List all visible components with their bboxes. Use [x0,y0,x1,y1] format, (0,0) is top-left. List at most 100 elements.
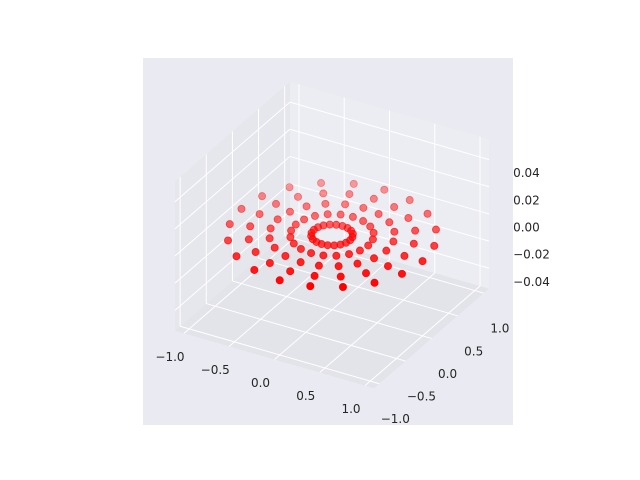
scatter-point [286,267,295,276]
z-tick-label: −0.02 [513,248,550,262]
grid-line [179,325,380,385]
scatter-point [296,258,305,267]
scatter-point [293,192,302,201]
scatter-point [310,271,319,280]
scatter-point [370,278,379,287]
x-tick-label: 1.0 [341,402,360,416]
scatter-point [390,203,399,212]
scatter-point [338,282,347,291]
scatter-point [286,233,295,242]
y-tick-label: 0.0 [438,367,457,381]
scatter-point [323,241,332,250]
grid-line [174,128,291,230]
scatter-point [258,192,267,201]
scatter-point [369,194,378,203]
scatter-point [273,215,282,224]
scatter-point [270,243,279,252]
scatter-point [423,209,432,218]
scatter-point [345,250,354,259]
scatter-point [370,254,379,263]
scatter-point [232,252,241,261]
scatter-point [244,235,253,244]
scatter-point [265,234,274,243]
scatter-point [383,262,392,271]
grid-line [232,280,432,339]
scatter-point [285,183,294,192]
scatter-point [369,228,378,237]
scatter-point [362,269,371,278]
scatter-point [368,235,377,244]
scatter-point [355,246,364,255]
x-tick-label: −1.0 [155,350,184,364]
scatter-point [321,199,330,208]
scatter-point [319,251,328,260]
scatter-point [255,210,264,219]
scatter-point [411,226,420,235]
y-tick-label: 0.5 [464,344,483,358]
z-tick-label: 0.04 [513,166,540,180]
scatter-point [418,257,427,266]
scatter-point [389,237,398,246]
scatter-point [272,199,281,208]
scatter-point [404,213,413,222]
z-tick-label: 0.02 [513,193,540,207]
scatter-point [300,215,309,224]
scatter-point [400,251,409,260]
z-tick-label: 0.00 [513,220,540,234]
scatter-point [285,207,294,216]
scatter-point [390,227,399,236]
scatter-point [359,217,368,226]
scatter-point [250,265,259,274]
grid-line [206,303,406,362]
scatter-point [302,202,311,211]
scatter-point [330,241,339,250]
scatter-point [246,222,255,231]
scatter-point [317,179,326,188]
grid-line [289,128,490,188]
scatter-point [380,185,389,194]
scatter-point [319,189,328,198]
scatter-point [341,200,350,209]
y-tick-label: −1.0 [381,412,410,426]
scatter-point [314,261,323,270]
grid-line [174,156,291,257]
scatter-point [291,220,300,229]
scatter-point [225,220,234,229]
scatter-point [296,244,305,253]
scatter-point [366,222,375,231]
scatter-point [397,269,406,278]
scatter-point [237,204,246,213]
scatter-point [385,218,394,227]
scatter-point [409,239,418,248]
scatter-point [348,212,357,221]
scatter-point [281,252,290,261]
y-tick-label: −0.5 [407,390,436,404]
scatter-point [353,259,362,268]
scatter-point [266,224,275,233]
scatter-point [224,236,233,245]
scatter-point [349,179,358,188]
grid-line [174,183,291,284]
scatter-point [306,282,315,291]
scatter-point [275,276,284,285]
scatter-point [289,239,298,248]
grid-line [174,101,291,203]
scatter-point [323,210,332,219]
scatter-point [336,272,345,281]
scatter-point [336,210,345,219]
scatter-point [310,211,319,220]
scatter-point [359,203,368,212]
scatter-point [345,190,354,199]
y-tick-label: 1.0 [490,322,509,336]
grid-line [289,155,490,215]
scatter-point [431,225,440,234]
scatter-point [334,262,343,271]
x-tick-label: 0.5 [296,389,315,403]
scatter-point [307,249,316,258]
z-tick-label: −0.04 [513,275,550,289]
scatter-point [287,226,296,235]
x-tick-label: −0.5 [201,363,230,377]
grid-line [289,101,490,161]
